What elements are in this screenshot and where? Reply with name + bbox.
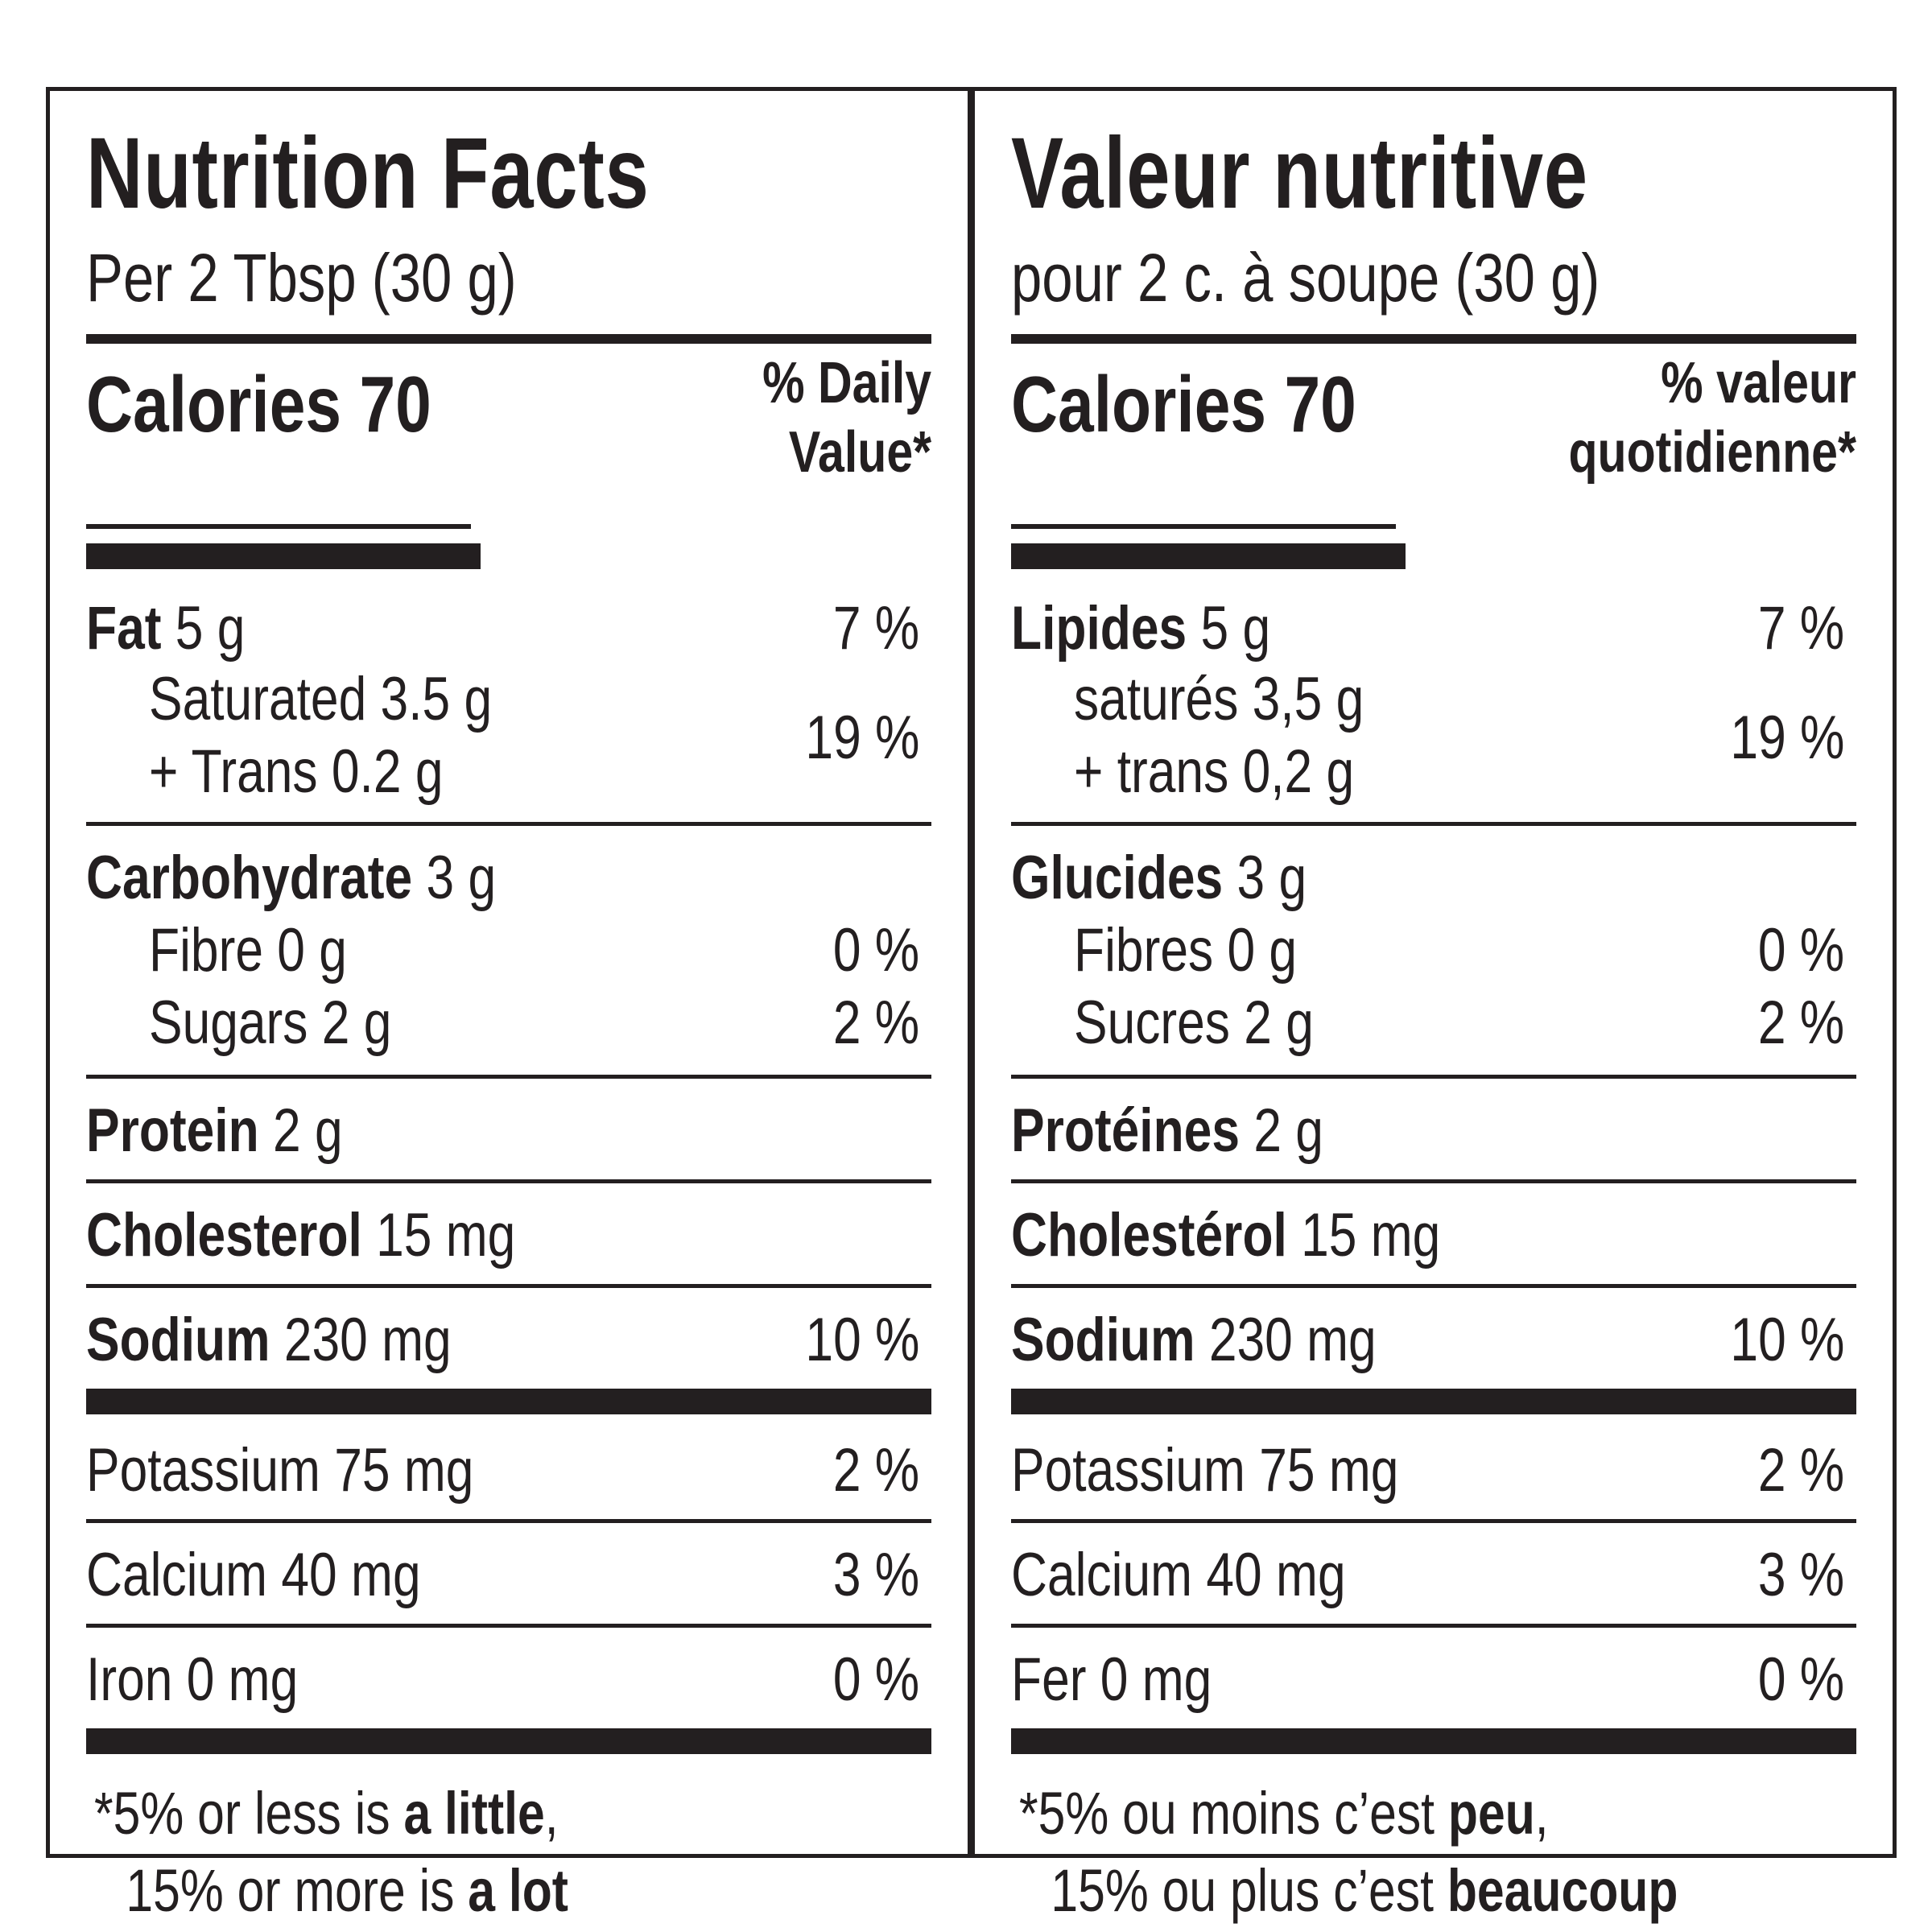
thin-rule <box>86 1075 931 1079</box>
thick-rule <box>86 1728 931 1754</box>
nutrition-facts-panel-french: Valeur nutritive pour 2 c. à soupe (30 g… <box>971 87 1897 1924</box>
daily-value-heading: % valeur quotidienne* <box>1568 351 1856 485</box>
daily-value-heading: % Daily Value* <box>762 351 931 485</box>
nutrient-row-carbohydrate: Carbohydrate 3 g <box>86 844 497 912</box>
nutrient-row-saturated: saturés 3,5 g <box>1074 665 1364 733</box>
thick-rule <box>1011 334 1856 344</box>
nutrient-row-sugars: Sugars 2 g 2 % <box>149 989 920 1057</box>
thin-rule <box>1011 1075 1856 1079</box>
nutrient-row-fat: Fat 5 g 7 % <box>86 594 920 663</box>
thin-rule <box>86 1179 931 1183</box>
thick-rule <box>86 1389 931 1414</box>
nutrient-row-cholesterol: Cholesterol 15 mg <box>86 1201 516 1269</box>
thin-rule <box>86 1284 931 1288</box>
thick-rule <box>1011 1389 1856 1414</box>
nutrient-row-sugars: Sucres 2 g 2 % <box>1074 989 1845 1057</box>
nutrient-row-sodium: Sodium 230 mg 10 % <box>86 1306 920 1374</box>
thin-rule <box>86 822 931 826</box>
nutrient-row-fibre: Fibres 0 g 0 % <box>1074 916 1845 985</box>
calories-heading: Calories 70 <box>1011 360 1356 448</box>
nutrient-row-calcium: Calcium 40 mg 3 % <box>86 1541 920 1609</box>
nutrient-row-fibre: Fibre 0 g 0 % <box>149 916 920 985</box>
nutrient-row-trans: + trans 0,2 g <box>1074 737 1355 806</box>
serving-size: Per 2 Tbsp (30 g) <box>86 240 517 316</box>
nutrient-row-iron: Fer 0 mg 0 % <box>1011 1645 1845 1714</box>
thin-rule <box>86 1624 931 1628</box>
nutrition-facts-panel-english: Nutrition Facts Per 2 Tbsp (30 g) Calori… <box>46 87 972 1924</box>
nutrient-row-cholesterol: Cholestérol 15 mg <box>1011 1201 1441 1269</box>
nutrient-row-carbohydrate: Glucides 3 g <box>1011 844 1307 912</box>
calories-underline <box>1011 524 1396 529</box>
thin-rule <box>1011 1284 1856 1288</box>
calories-underline <box>86 524 471 529</box>
thin-rule <box>86 1519 931 1523</box>
nutrient-row-iron: Iron 0 mg 0 % <box>86 1645 920 1714</box>
panel-title: Valeur nutritive <box>1011 118 1588 229</box>
thin-rule <box>1011 1624 1856 1628</box>
calories-bar <box>86 543 481 569</box>
nutrient-row-sodium: Sodium 230 mg 10 % <box>1011 1306 1845 1374</box>
thick-rule <box>86 334 931 344</box>
calories-heading: Calories 70 <box>86 360 431 448</box>
nutrient-row-protein: Protein 2 g <box>86 1096 343 1165</box>
nutrient-row-fat: Lipides 5 g 7 % <box>1011 594 1845 663</box>
thin-rule <box>1011 822 1856 826</box>
thick-rule <box>1011 1728 1856 1754</box>
footnote: *5% ou moins c’est peu, 15% ou plus c’es… <box>1019 1780 1678 1924</box>
nutrient-row-potassium: Potassium 75 mg 2 % <box>1011 1436 1845 1505</box>
serving-size: pour 2 c. à soupe (30 g) <box>1011 240 1600 316</box>
nutrient-row-calcium: Calcium 40 mg 3 % <box>1011 1541 1845 1609</box>
saturated-trans-dv: 19 % <box>805 704 920 772</box>
calories-bar <box>1011 543 1406 569</box>
footnote: *5% or less is a little, 15% or more is … <box>94 1780 569 1924</box>
nutrient-row-trans: + Trans 0.2 g <box>149 737 444 806</box>
nutrient-row-protein: Protéines 2 g <box>1011 1096 1323 1165</box>
thin-rule <box>1011 1519 1856 1523</box>
nutrient-row-potassium: Potassium 75 mg 2 % <box>86 1436 920 1505</box>
nutrient-row-saturated: Saturated 3.5 g <box>149 665 493 733</box>
panel-title: Nutrition Facts <box>86 118 650 229</box>
thin-rule <box>1011 1179 1856 1183</box>
saturated-trans-dv: 19 % <box>1730 704 1845 772</box>
